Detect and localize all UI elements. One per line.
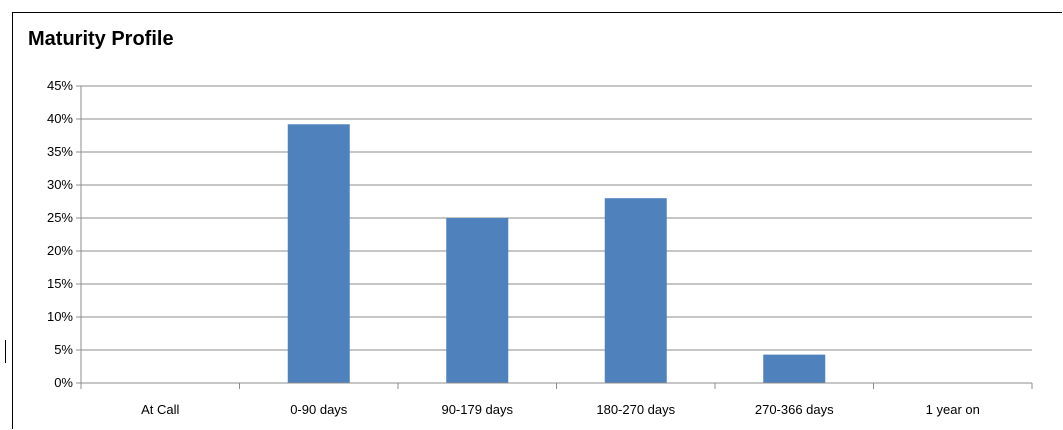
edge-marker <box>5 340 6 363</box>
bar <box>604 198 667 383</box>
x-category-label: At Call <box>141 402 179 417</box>
y-tick-label: 20% <box>47 243 73 258</box>
x-category-labels: At Call 0-90 days 90-179 days 180-270 days 2… <box>141 402 980 417</box>
x-category-label: 90-179 days <box>441 402 513 417</box>
y-tick-label: 30% <box>47 177 73 192</box>
axes <box>76 85 1033 389</box>
y-tick-label: 10% <box>47 309 73 324</box>
y-tick-label: 40% <box>47 111 73 126</box>
y-tick-label: 5% <box>54 342 73 357</box>
bar <box>287 124 350 383</box>
gridlines <box>81 85 1032 351</box>
chart-title: Maturity Profile <box>28 28 174 50</box>
y-tick-label: 45% <box>47 78 73 93</box>
y-tick-labels: 0% 5% 10% 15% 20% 25% 30% 35% 40% 45% <box>47 78 73 390</box>
x-category-label: 270-366 days <box>755 402 834 417</box>
bar <box>446 218 509 383</box>
x-category-label: 180-270 days <box>596 402 675 417</box>
chart-frame <box>12 12 1062 429</box>
bar <box>763 354 826 383</box>
bars <box>287 124 826 383</box>
y-tick-label: 25% <box>47 210 73 225</box>
y-tick-label: 15% <box>47 276 73 291</box>
x-category-label: 1 year on <box>926 402 980 417</box>
y-tick-label: 0% <box>54 375 73 390</box>
x-category-label: 0-90 days <box>290 402 348 417</box>
y-tick-label: 35% <box>47 144 73 159</box>
